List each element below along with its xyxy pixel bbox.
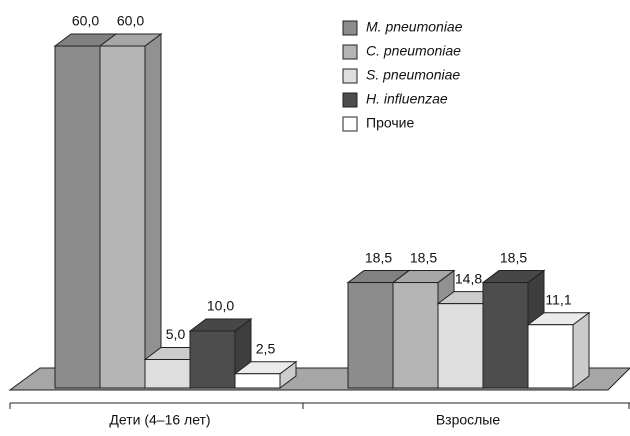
value-label: 60,0 — [117, 13, 144, 29]
legend-label: C. pneumoniae — [366, 43, 461, 59]
bar-side — [144, 33, 162, 389]
bar-side — [572, 311, 590, 389]
value-label: 18,5 — [410, 249, 437, 265]
legend-label: H. influenzae — [366, 91, 448, 107]
value-label: 60,0 — [72, 13, 99, 29]
bar — [234, 373, 281, 389]
x-tick-label: Дети (4–16 лет) — [109, 412, 210, 428]
value-label: 10,0 — [207, 298, 234, 314]
legend-label: Прочие — [366, 115, 414, 131]
bar — [54, 45, 101, 389]
value-label: 14,8 — [455, 270, 482, 286]
legend-label: S. pneumoniae — [366, 67, 460, 83]
bar — [347, 282, 394, 389]
value-label: 2,5 — [256, 340, 276, 356]
value-label: 18,5 — [365, 249, 392, 265]
bar — [482, 282, 529, 389]
bar — [144, 359, 191, 389]
bar — [527, 324, 574, 389]
value-label: 18,5 — [500, 249, 527, 265]
value-label: 5,0 — [166, 326, 186, 342]
legend-swatch — [342, 44, 358, 60]
bar — [99, 45, 146, 389]
legend-swatch — [342, 68, 358, 84]
legend-swatch — [342, 116, 358, 132]
value-label: 11,1 — [545, 291, 571, 307]
legend-label: M. pneumoniae — [366, 19, 463, 35]
legend-swatch — [342, 20, 358, 36]
legend-swatch — [342, 92, 358, 108]
x-tick-label: Взрослые — [436, 412, 501, 428]
bar — [437, 303, 484, 389]
bar — [189, 330, 236, 389]
bar — [392, 282, 439, 389]
